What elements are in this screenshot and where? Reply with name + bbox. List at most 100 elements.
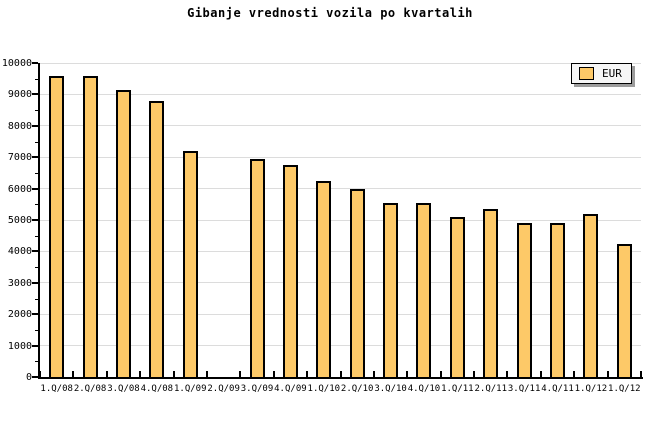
- x-tick-label: 3.Q/08: [107, 384, 140, 394]
- x-axis-tick: [172, 371, 175, 377]
- x-axis-tick: [239, 371, 242, 377]
- y-axis-major-tick: [32, 250, 38, 253]
- x-axis-tick: [573, 371, 576, 377]
- bar: [617, 244, 632, 377]
- y-tick-label: 10000: [1, 58, 32, 69]
- x-tick-label: 1.Q/12: [608, 384, 641, 394]
- x-tick-label: 4.Q/11: [541, 384, 574, 394]
- x-axis-tick: [339, 371, 342, 377]
- y-gridline: [40, 125, 641, 127]
- y-tick-label: 4000: [7, 246, 32, 258]
- x-tick-label: 2.Q/10: [340, 384, 374, 394]
- y-axis-minor-tick: [35, 141, 38, 143]
- bar: [383, 203, 398, 377]
- y-axis-major-tick: [32, 124, 38, 127]
- x-tick-label: 2.Q/11: [474, 384, 507, 394]
- y-tick-label: 7000: [7, 152, 32, 164]
- y-gridline: [40, 345, 641, 347]
- bar: [350, 189, 365, 377]
- x-tick-label: 1.Q/10: [307, 384, 341, 394]
- y-tick-label: 6000: [7, 183, 32, 195]
- y-axis-line: [38, 63, 40, 379]
- y-gridline: [40, 313, 641, 315]
- x-tick-label: 3.Q/11: [507, 384, 541, 394]
- y-gridline: [40, 250, 641, 252]
- bar: [517, 223, 532, 377]
- x-tick-label: 2.Q/08: [73, 384, 107, 394]
- x-tick-label: 4.Q/09: [274, 384, 307, 394]
- x-axis-tick: [606, 371, 609, 377]
- y-axis-major-tick: [32, 187, 38, 190]
- bar: [250, 159, 265, 377]
- x-axis-tick: [372, 371, 375, 377]
- x-axis-tick: [306, 371, 309, 377]
- bar: [583, 214, 598, 377]
- x-tick-label: 1.Q/08: [40, 384, 73, 394]
- x-axis-tick: [139, 371, 142, 377]
- x-tick-label: 3.Q/09: [240, 384, 274, 394]
- bar: [49, 76, 64, 377]
- y-axis-major-tick: [32, 93, 38, 96]
- y-gridline: [40, 156, 641, 158]
- y-gridline: [40, 219, 641, 221]
- y-axis-major-tick: [32, 376, 38, 378]
- y-tick-label: 5000: [7, 215, 32, 226]
- bar: [283, 165, 298, 377]
- x-tick-label: 2.Q/09: [207, 384, 240, 394]
- y-gridline: [40, 282, 641, 284]
- x-tick-label: 1.Q/11: [441, 384, 474, 394]
- x-axis-tick: [72, 371, 75, 377]
- y-axis-minor-tick: [35, 110, 38, 112]
- x-axis-tick: [439, 371, 442, 377]
- y-axis-major-tick: [32, 313, 38, 316]
- y-axis-major-tick: [32, 219, 38, 221]
- x-tick-label: 1.Q/09: [173, 384, 207, 394]
- y-axis-major-tick: [32, 344, 38, 347]
- y-axis-major-tick: [32, 62, 38, 64]
- y-tick-label: 0: [25, 372, 32, 383]
- bar: [450, 217, 465, 377]
- y-axis-minor-tick: [35, 78, 38, 80]
- x-axis-tick: [473, 371, 476, 377]
- x-axis-tick: [205, 371, 208, 377]
- bar: [83, 76, 98, 377]
- x-axis-tick: [39, 371, 41, 377]
- y-gridline: [40, 93, 641, 95]
- y-tick-label: 2000: [7, 309, 32, 321]
- x-axis-tick: [272, 371, 275, 377]
- x-tick-label: 4.Q/10: [407, 384, 441, 394]
- y-axis-major-tick: [32, 281, 38, 284]
- y-gridline: [40, 188, 641, 190]
- y-axis-minor-tick: [35, 204, 38, 206]
- y-axis-minor-tick: [35, 267, 38, 269]
- y-axis-minor-tick: [35, 329, 38, 331]
- legend-box: EUR: [571, 63, 632, 84]
- x-axis-tick: [406, 371, 409, 377]
- chart-title: Gibanje vrednosti vozila po kvartalih: [187, 6, 473, 20]
- y-gridline: [40, 62, 641, 64]
- bar: [550, 223, 565, 377]
- bar: [116, 90, 131, 377]
- y-axis-major-tick: [32, 156, 38, 159]
- x-axis-tick: [539, 371, 542, 377]
- bar: [183, 151, 198, 377]
- bar: [483, 209, 498, 377]
- y-axis-minor-tick: [35, 298, 38, 300]
- bar: [316, 181, 331, 377]
- x-tick-label: 3.Q/10: [374, 384, 407, 394]
- y-tick-label: 3000: [7, 277, 32, 289]
- y-tick-label: 9000: [7, 89, 32, 101]
- y-tick-label: 1000: [7, 340, 32, 352]
- y-axis-minor-tick: [35, 172, 38, 174]
- x-axis-tick: [506, 371, 509, 377]
- x-axis-tick: [105, 371, 108, 377]
- y-tick-label: 8000: [7, 120, 32, 132]
- y-axis-minor-tick: [35, 361, 38, 363]
- bar: [416, 203, 431, 377]
- x-axis-line: [38, 377, 643, 379]
- x-tick-label: 1.Q/12: [574, 384, 608, 394]
- x-tick-label: 4.Q/08: [140, 384, 174, 394]
- x-axis-tick: [640, 371, 642, 377]
- y-axis-minor-tick: [35, 235, 38, 237]
